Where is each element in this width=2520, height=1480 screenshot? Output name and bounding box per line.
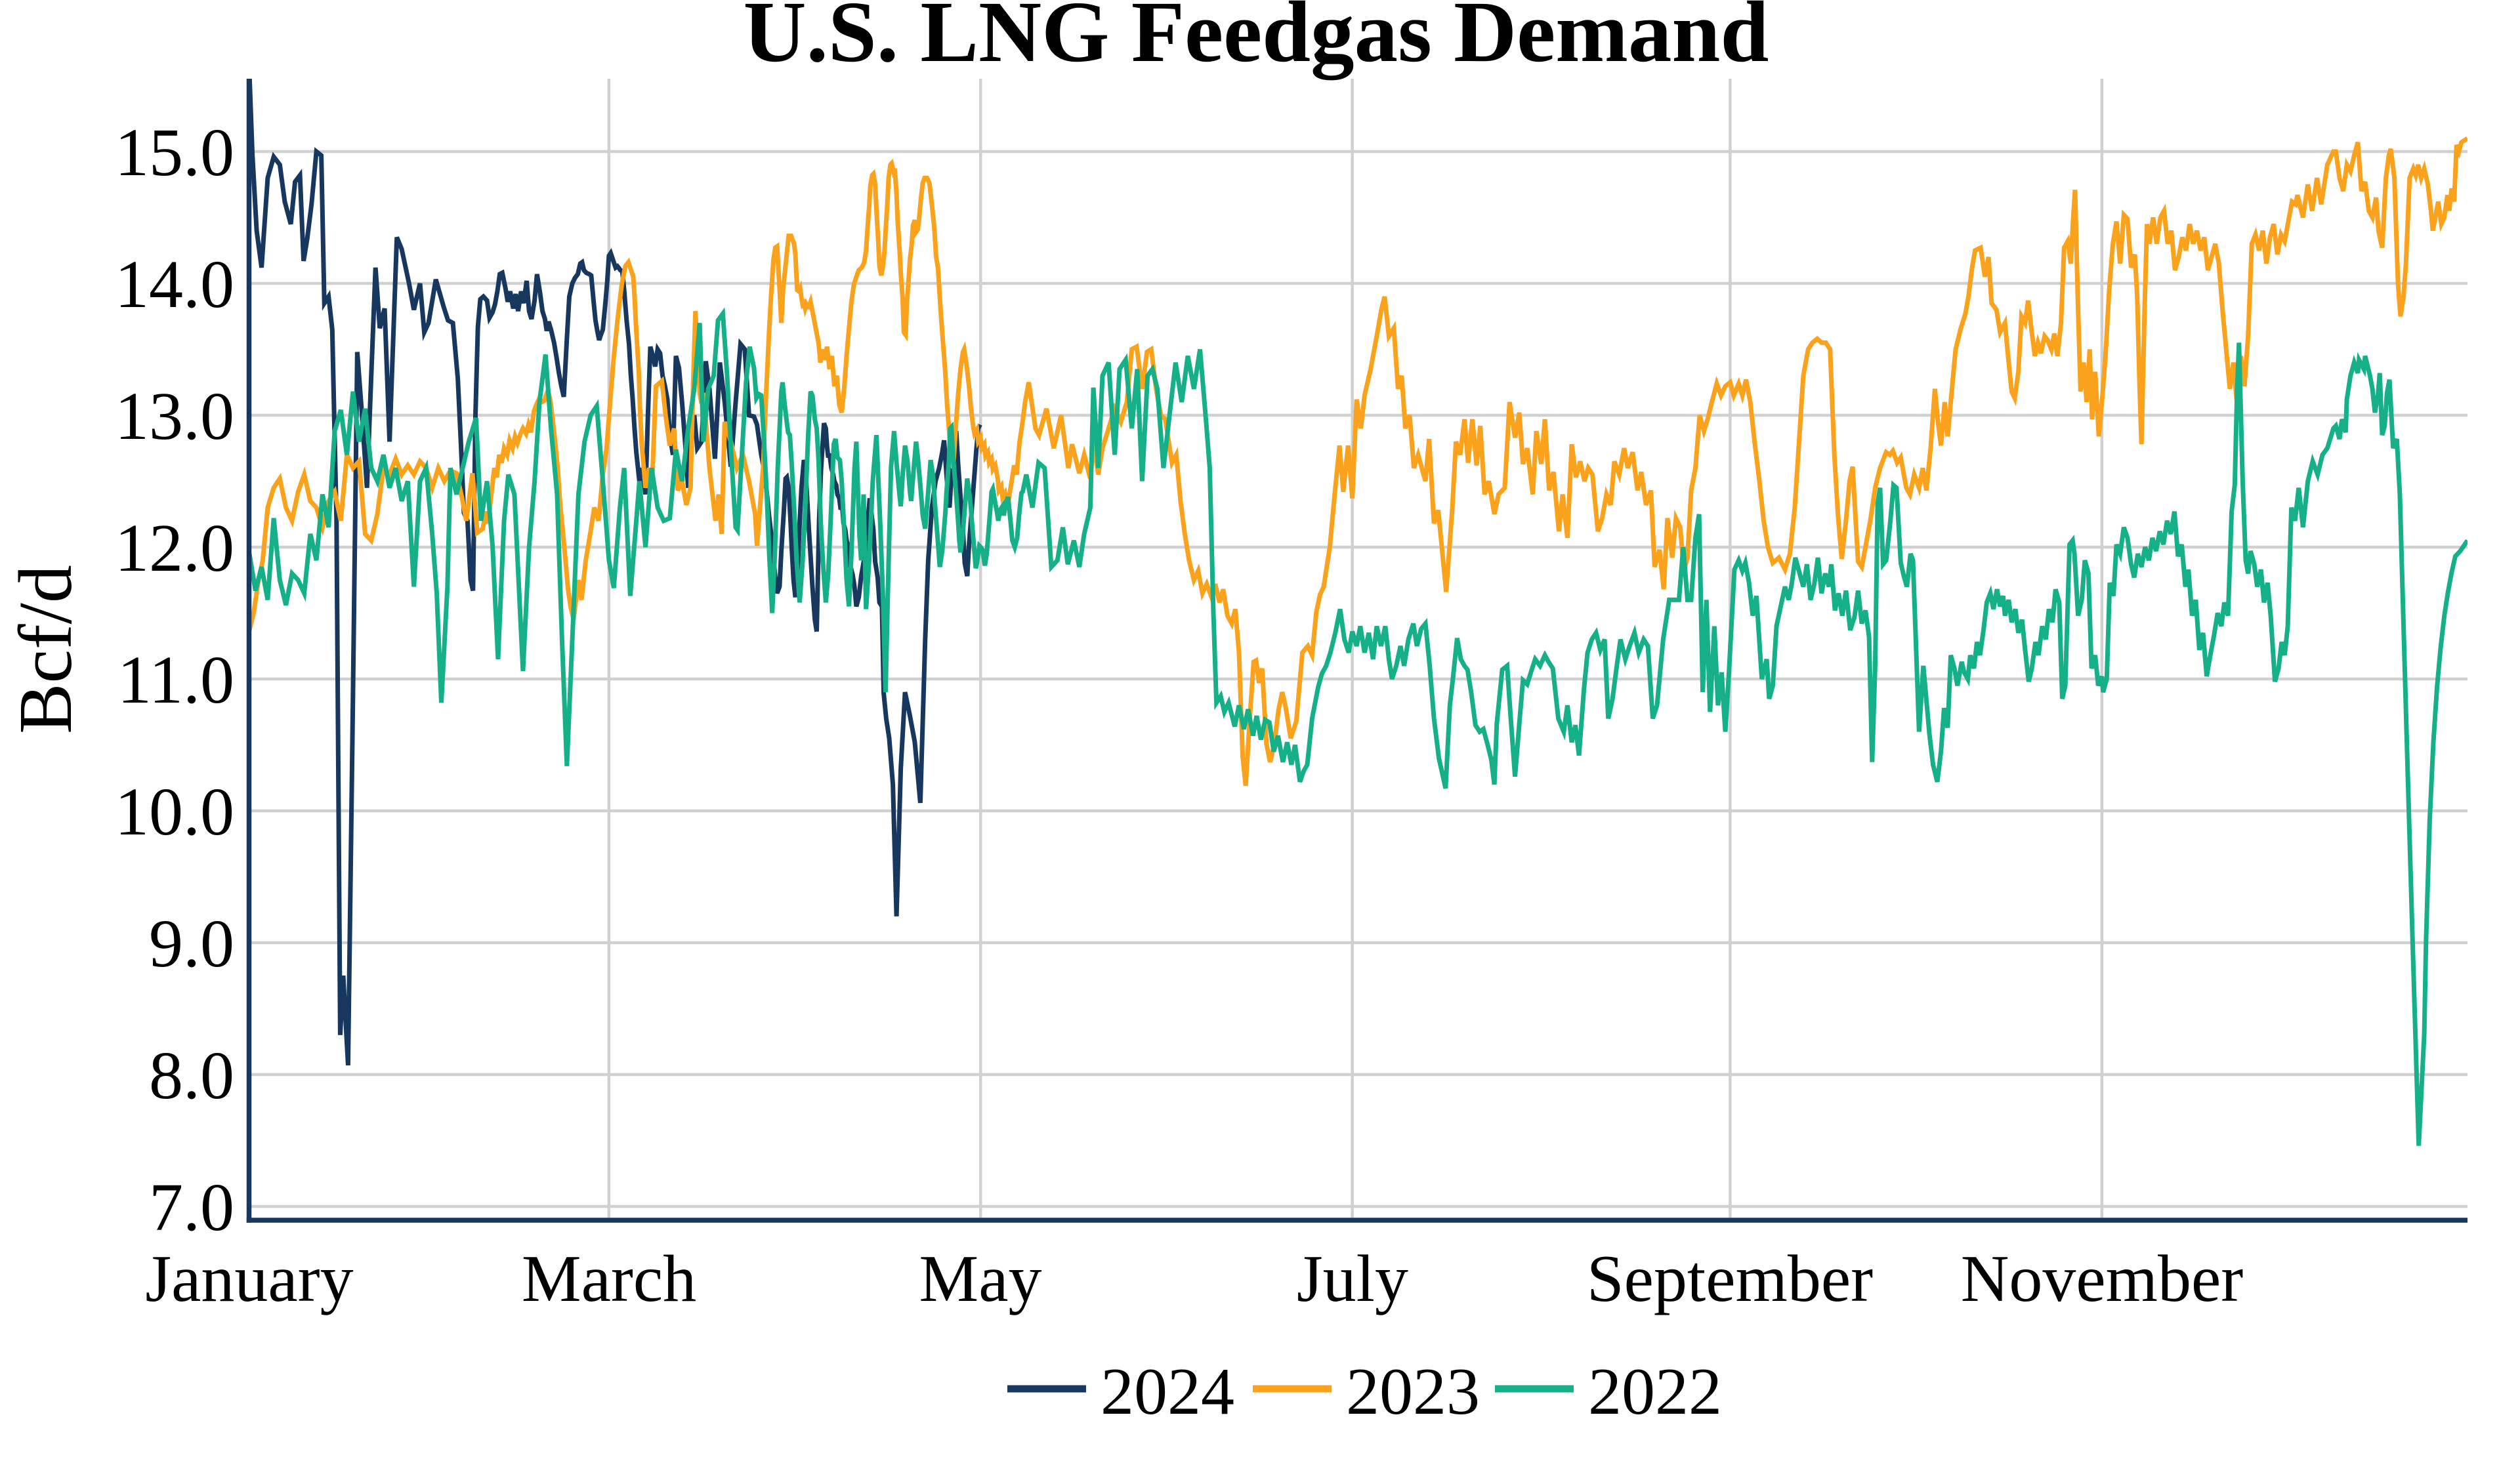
svg-text:7.0: 7.0 xyxy=(149,1170,234,1245)
svg-text:March: March xyxy=(522,1242,696,1316)
svg-text:10.0: 10.0 xyxy=(115,774,234,850)
svg-text:12.0: 12.0 xyxy=(115,510,234,586)
svg-text:November: November xyxy=(1961,1242,2244,1316)
svg-text:2022: 2022 xyxy=(1588,1355,1722,1429)
svg-text:September: September xyxy=(1587,1242,1873,1316)
svg-text:14.0: 14.0 xyxy=(115,247,234,322)
svg-text:11.0: 11.0 xyxy=(117,642,234,718)
svg-text:9.0: 9.0 xyxy=(149,906,234,981)
svg-text:15.0: 15.0 xyxy=(115,115,234,190)
svg-text:2023: 2023 xyxy=(1346,1355,1480,1429)
svg-text:8.0: 8.0 xyxy=(149,1038,234,1113)
svg-text:U.S. LNG Feedgas Demand: U.S. LNG Feedgas Demand xyxy=(744,0,1769,80)
svg-text:Bcf/d: Bcf/d xyxy=(4,565,88,734)
svg-text:May: May xyxy=(919,1242,1042,1316)
svg-text:13.0: 13.0 xyxy=(115,379,234,454)
svg-text:January: January xyxy=(145,1242,353,1316)
svg-text:2024: 2024 xyxy=(1101,1355,1234,1429)
svg-text:July: July xyxy=(1297,1242,1408,1316)
